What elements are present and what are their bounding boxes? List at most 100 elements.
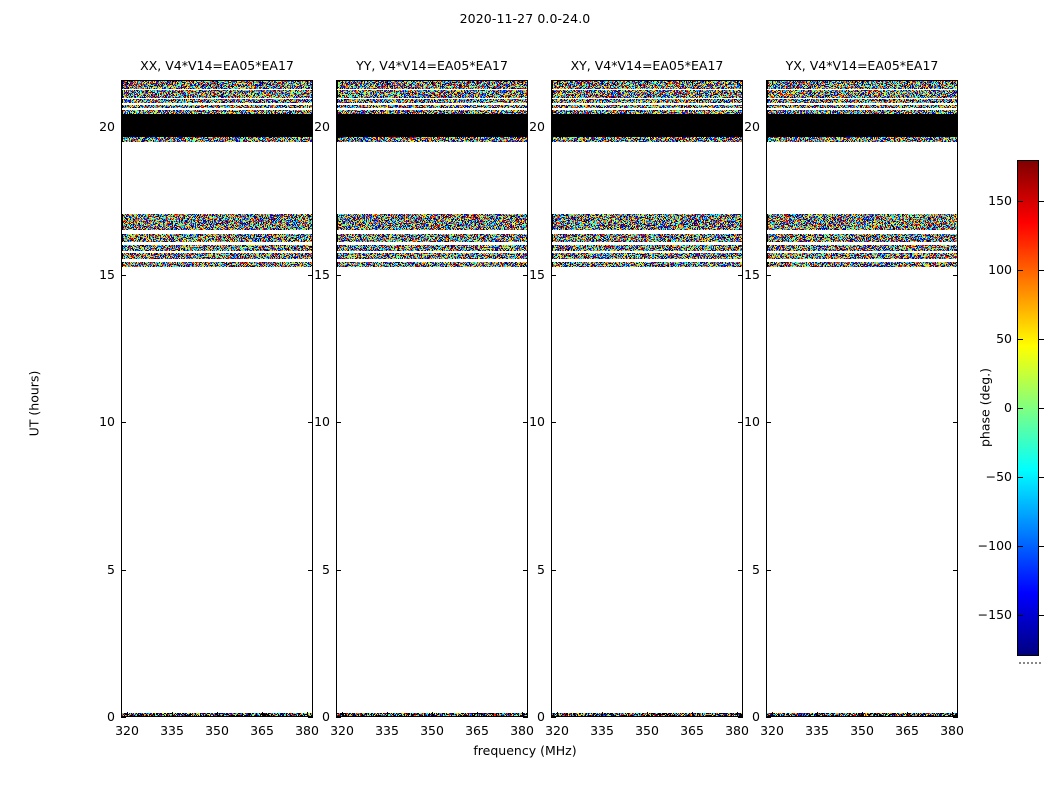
waterfall-panel-xx[interactable] <box>121 80 313 717</box>
colorbar-tick-mark <box>1018 477 1023 478</box>
x-tick-label: 365 <box>895 723 919 738</box>
x-tick-mark <box>522 712 523 717</box>
x-tick-mark <box>172 712 173 717</box>
colorbar-tick-mark <box>1018 615 1023 616</box>
y-tick-mark <box>523 570 528 571</box>
colorbar-tick-mark <box>1018 408 1023 409</box>
colorbar-underflow-marks <box>1017 660 1041 666</box>
y-tick-mark <box>738 422 743 423</box>
x-tick-label: 335 <box>375 723 399 738</box>
y-tick-label: 15 <box>314 267 330 282</box>
x-tick-mark <box>737 80 738 85</box>
waterfall-panel-xy[interactable] <box>551 80 743 717</box>
y-tick-label: 10 <box>529 414 545 429</box>
y-tick-mark <box>766 422 771 423</box>
y-tick-mark <box>738 570 743 571</box>
y-tick-label: 5 <box>537 562 545 577</box>
y-tick-mark <box>308 717 313 718</box>
colorbar-tick-label: 0 <box>1004 400 1012 415</box>
colorbar-tick-label: −50 <box>985 469 1012 484</box>
x-tick-label: 365 <box>465 723 489 738</box>
x-axis-label: frequency (MHz) <box>473 743 577 758</box>
y-tick-mark <box>121 127 126 128</box>
x-tick-mark <box>647 712 648 717</box>
waterfall-panel-yx[interactable] <box>766 80 958 717</box>
x-tick-label: 380 <box>725 723 749 738</box>
y-tick-label: 5 <box>322 562 330 577</box>
x-tick-label: 380 <box>510 723 534 738</box>
y-tick-mark <box>308 422 313 423</box>
x-tick-mark <box>602 712 603 717</box>
y-tick-mark <box>336 717 341 718</box>
y-tick-mark <box>953 275 958 276</box>
colorbar-tick-mark <box>1039 477 1044 478</box>
y-tick-mark <box>336 275 341 276</box>
x-tick-mark <box>307 712 308 717</box>
colorbar-tick-mark <box>1039 339 1044 340</box>
x-tick-mark <box>127 712 128 717</box>
y-tick-label: 5 <box>107 562 115 577</box>
x-tick-label: 350 <box>205 723 229 738</box>
x-tick-mark <box>907 80 908 85</box>
x-tick-mark <box>862 80 863 85</box>
y-tick-mark <box>523 127 528 128</box>
y-tick-mark <box>766 717 771 718</box>
x-tick-mark <box>217 712 218 717</box>
x-tick-mark <box>647 80 648 85</box>
x-tick-mark <box>602 80 603 85</box>
x-tick-label: 335 <box>805 723 829 738</box>
colorbar-tick-label: −100 <box>977 538 1012 553</box>
y-tick-label: 10 <box>99 414 115 429</box>
x-tick-label: 350 <box>635 723 659 738</box>
x-tick-label: 350 <box>420 723 444 738</box>
colorbar-tick-mark <box>1018 270 1023 271</box>
colorbar-tick-label: 50 <box>996 331 1012 346</box>
panel-title-yy: YY, V4*V14=EA05*EA17 <box>356 58 508 73</box>
x-tick-label: 335 <box>590 723 614 738</box>
x-tick-label: 320 <box>330 723 354 738</box>
panel-title-yx: YX, V4*V14=EA05*EA17 <box>785 58 939 73</box>
y-tick-label: 0 <box>107 709 115 724</box>
y-tick-label: 15 <box>99 267 115 282</box>
y-tick-label: 0 <box>752 709 760 724</box>
x-tick-mark <box>342 80 343 85</box>
y-tick-mark <box>121 717 126 718</box>
y-tick-label: 20 <box>744 119 760 134</box>
waterfall-panel-yy[interactable] <box>336 80 528 717</box>
x-tick-label: 380 <box>940 723 964 738</box>
x-tick-mark <box>172 80 173 85</box>
colorbar-tick-label: −150 <box>977 607 1012 622</box>
figure-suptitle: 2020-11-27 0.0-24.0 <box>459 11 591 26</box>
x-tick-mark <box>862 712 863 717</box>
y-tick-mark <box>523 717 528 718</box>
panel-title-xy: XY, V4*V14=EA05*EA17 <box>570 58 724 73</box>
colorbar-tick-mark <box>1018 546 1023 547</box>
y-tick-label: 10 <box>744 414 760 429</box>
y-tick-label: 0 <box>322 709 330 724</box>
x-tick-mark <box>307 80 308 85</box>
y-tick-mark <box>308 275 313 276</box>
y-tick-mark <box>523 422 528 423</box>
colorbar-tick-mark <box>1018 201 1023 202</box>
colorbar-tick-mark <box>1039 546 1044 547</box>
x-tick-mark <box>342 712 343 717</box>
y-tick-label: 0 <box>537 709 545 724</box>
y-tick-mark <box>336 127 341 128</box>
colorbar-tick-mark <box>1039 615 1044 616</box>
y-tick-mark <box>121 570 126 571</box>
y-tick-mark <box>121 275 126 276</box>
y-tick-label: 20 <box>314 119 330 134</box>
x-tick-label: 335 <box>160 723 184 738</box>
y-tick-mark <box>738 127 743 128</box>
y-tick-mark <box>551 422 556 423</box>
x-tick-mark <box>817 712 818 717</box>
x-tick-mark <box>772 80 773 85</box>
x-tick-label: 320 <box>115 723 139 738</box>
x-tick-mark <box>557 712 558 717</box>
y-tick-mark <box>308 127 313 128</box>
x-tick-mark <box>127 80 128 85</box>
x-tick-mark <box>217 80 218 85</box>
colorbar[interactable] <box>1017 160 1039 656</box>
x-tick-label: 320 <box>545 723 569 738</box>
